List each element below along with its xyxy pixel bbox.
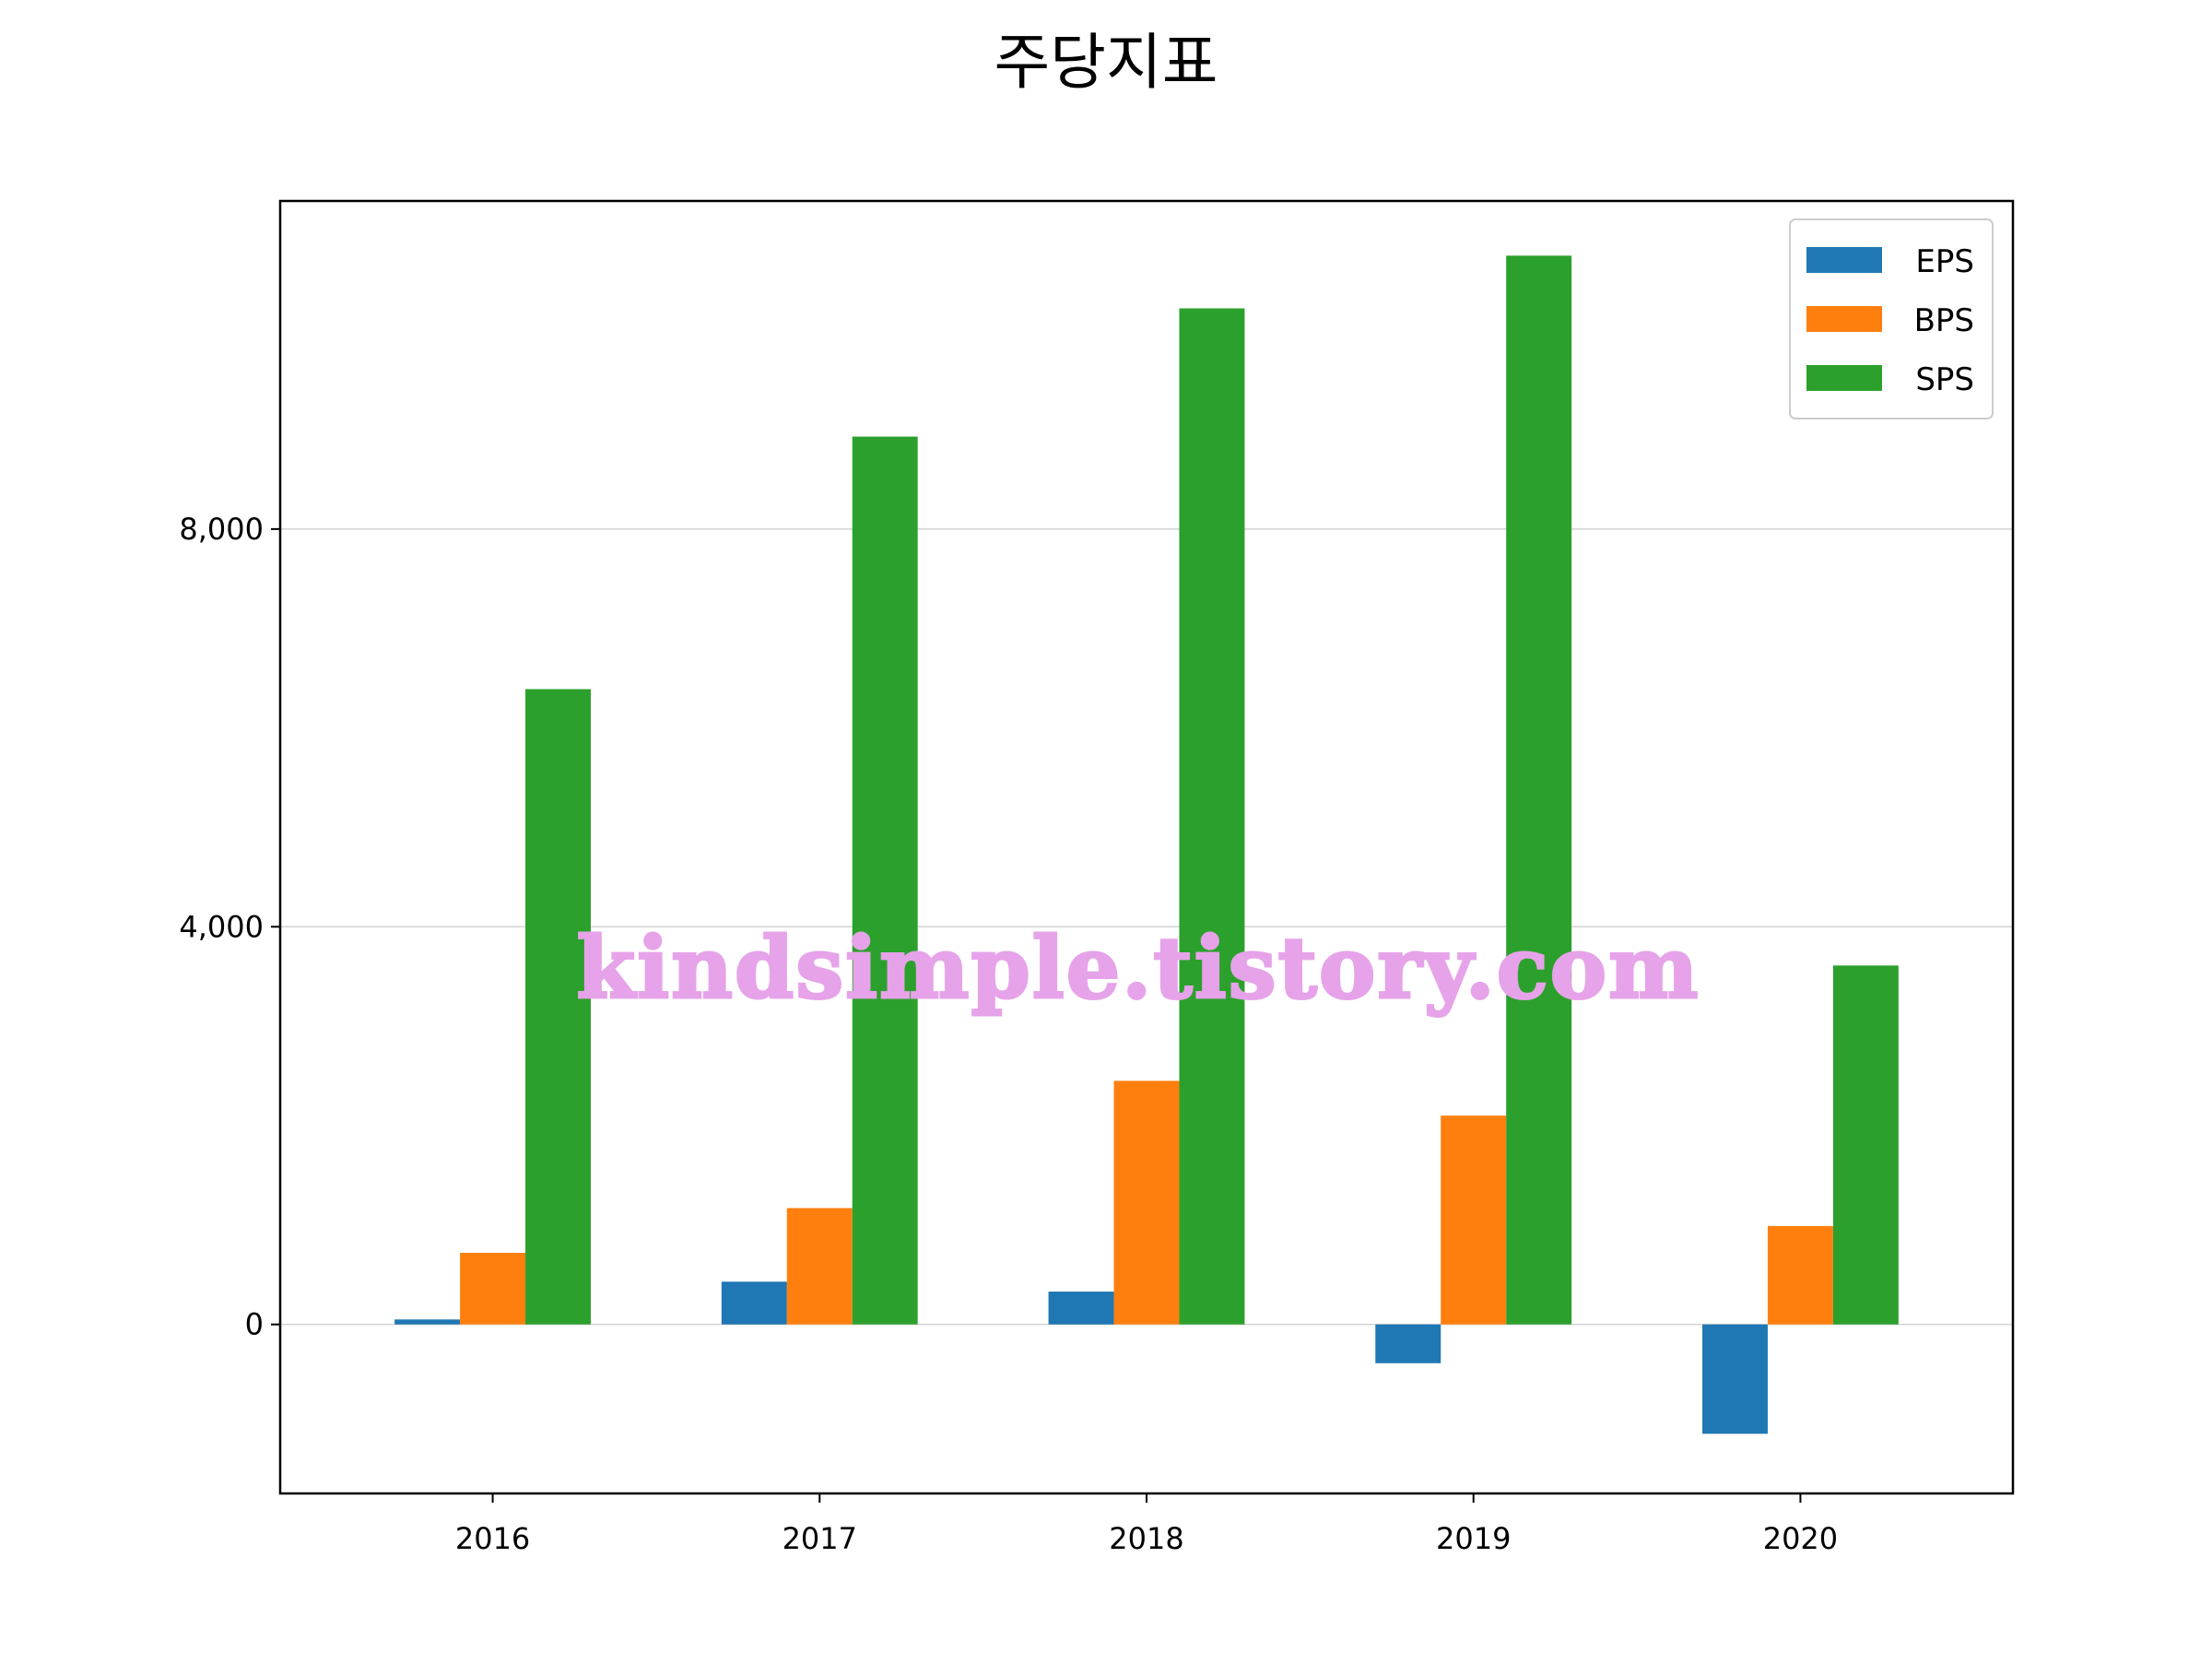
bar-bps-2018 [1113,1080,1180,1325]
tick-labels: 0 4,000 8,000 2016 2017 2018 2019 2020 [179,512,1838,1556]
ytick-label-1: 4,000 [179,909,264,944]
legend-swatch-bps [1806,306,1882,332]
xtick-label-2017: 2017 [782,1521,857,1556]
chart-title: 주당지표 [994,27,1218,98]
legend: EPS BPS SPS [1789,218,1994,419]
xtick-label-2019: 2019 [1436,1521,1511,1556]
legend-label-bps: BPS [1914,302,1974,339]
legend-swatch-sps [1806,365,1882,391]
watermark-text: kindsimple.tistory.com [576,918,1700,1018]
bar-eps-2016 [394,1319,461,1325]
xtick-label-2016: 2016 [455,1521,530,1556]
bar-bps-2016 [460,1253,526,1325]
watermark: kindsimple.tistory.com [575,917,1700,1020]
plot-frame [278,199,2015,1495]
axes [271,199,2015,1503]
bar-bps-2020 [1767,1225,1833,1325]
bar-sps-2020 [1832,965,1899,1325]
bar-eps-2020 [1702,1324,1768,1434]
bar-bps-2019 [1441,1115,1507,1325]
bar-bps-2017 [786,1208,853,1325]
bar-sps-2016 [525,689,591,1325]
bar-sps-2018 [1179,308,1245,1325]
bars [394,255,1899,1434]
legend-label-sps: SPS [1915,361,1974,398]
bar-eps-2018 [1048,1292,1114,1325]
ytick-label-0: 0 [245,1307,264,1342]
legend-swatch-eps [1806,247,1882,273]
bar-eps-2019 [1375,1324,1441,1363]
bar-sps-2019 [1506,255,1572,1325]
xtick-label-2020: 2020 [1763,1521,1838,1556]
ytick-label-2: 8,000 [179,512,264,547]
legend-label-eps: EPS [1915,243,1974,280]
bar-eps-2017 [721,1281,787,1325]
xtick-label-2018: 2018 [1109,1521,1183,1556]
bar-sps-2017 [852,436,918,1325]
